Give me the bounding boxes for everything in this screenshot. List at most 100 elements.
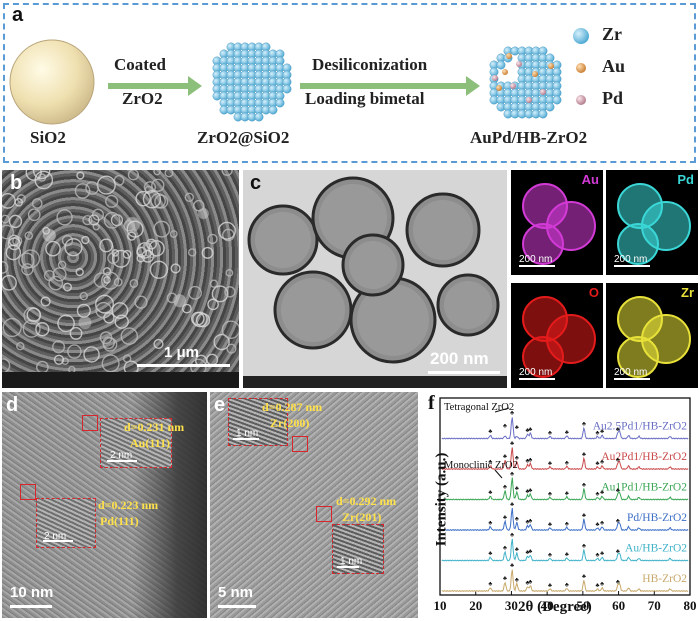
eds-map-zr: Zr 200 nm [606, 283, 698, 388]
stage1-label: SiO2 [30, 128, 66, 147]
xrd-peak-marker: ♣ [488, 521, 492, 527]
xrd-series-label: Au1Pd1/HB-ZrO2 [601, 482, 687, 494]
panel-b-scale-text: 1 μm [164, 344, 200, 361]
x-tick-label: 50 [576, 598, 589, 613]
x-tick-label: 70 [648, 598, 661, 613]
xrd-peak-marker: ♣ [503, 485, 507, 491]
xrd-series-label: HB-ZrO2 [642, 573, 687, 585]
panel-d-fringe-1-plane: Au(111) [130, 436, 171, 450]
sio2-sphere [9, 39, 95, 125]
panel-a [3, 3, 696, 163]
xrd-peak-marker: ♣ [528, 427, 532, 433]
xrd-peak-marker: ♣ [582, 452, 586, 458]
xrd-series-label: Pd/HB-ZrO2 [627, 512, 687, 524]
xrd-peak-marker: ♣ [515, 577, 519, 583]
xrd-peak-marker: ♣ [503, 424, 507, 430]
xrd-peak-marker: ♣ [596, 552, 600, 558]
xrd-series-label: Au2.5Pd1/HB-ZrO2 [593, 421, 687, 433]
panel-b-label: b [10, 172, 23, 194]
xrd-peak-marker: ♣ [503, 546, 507, 552]
panel-e-inset-2 [332, 524, 384, 574]
xrd-peak-marker: ♣ [596, 583, 600, 589]
panel-d-select-box-2 [20, 484, 36, 500]
xrd-series-label: Au2Pd1/HB-ZrO2 [601, 451, 687, 463]
au-legend-icon [576, 63, 586, 73]
xrd-peak-marker: ♣ [616, 427, 620, 433]
xrd-peak-marker: ♣ [616, 458, 620, 464]
sem-info-bar [2, 372, 239, 388]
eds-map-scale-bar [614, 378, 650, 380]
xrd-peak-marker: ♣ [510, 502, 514, 508]
xrd-peak-marker: ♣ [600, 551, 604, 557]
arrow-1 [108, 76, 202, 96]
xrd-peak-marker: ♣ [526, 550, 530, 556]
stage3-label: AuPd/HB-ZrO2 [470, 128, 588, 147]
xrd-series-line [441, 507, 689, 532]
xrd-peak-marker: ♣ [488, 551, 492, 557]
xrd-peak-marker: ♣ [515, 455, 519, 461]
xrd-annotation-monoclinic: Monoclinic ZrO2 [444, 460, 518, 471]
xrd-peak-marker: ♣ [526, 428, 530, 434]
xrd-peak-marker: ♣ [528, 458, 532, 464]
stage2-label: ZrO2@SiO2 [197, 128, 290, 147]
xrd-peak-marker: ♣ [510, 472, 514, 478]
panel-e-fringe-1-d: d=0.287 nm [262, 400, 323, 414]
eds-map-scale-text: 200 nm [519, 254, 553, 265]
xrd-peak-marker: ♣ [503, 576, 507, 582]
panel-b-sem-image [2, 170, 239, 388]
xrd-peak-marker: ♣ [596, 430, 600, 436]
xrd-peak-marker: ♣ [526, 581, 530, 587]
xrd-peak-marker: ♣ [515, 425, 519, 431]
xrd-peak-marker: ♣ [596, 491, 600, 497]
eds-map-element-label: Au [581, 172, 599, 187]
arrow2-bottom-label: Loading bimetal [305, 89, 425, 108]
eds-map-element-label: O [588, 285, 599, 300]
xrd-peak-marker: ♣ [600, 429, 604, 435]
xrd-peak-marker: ♣ [515, 516, 519, 522]
panel-e-inset-1 [228, 398, 288, 446]
legend-au-label: Au [602, 56, 626, 76]
eds-map-au: Au 200 nm [511, 170, 603, 275]
xrd-peak-marker: ♣ [526, 520, 530, 526]
legend-zr-label: Zr [602, 24, 622, 44]
xrd-peak-marker: ♣ [600, 490, 604, 496]
eds-map-scale-bar [614, 265, 650, 267]
xrd-peak-marker: ♣ [510, 563, 514, 569]
xrd-peak-marker: ♣ [503, 454, 507, 460]
xrd-series-line [441, 569, 689, 593]
panel-e-fringe-2-plane: Zr(201) [342, 510, 382, 524]
xrd-peak-marker: ♣ [528, 519, 532, 525]
panel-d-fringe-1-d: d=0.231 nm [124, 420, 185, 434]
xrd-peak-marker: ♣ [600, 582, 604, 588]
panel-d-inset-1 [100, 418, 172, 468]
panel-c-scale-text: 200 nm [430, 349, 489, 368]
xrd-series-label: Au/HB-ZrO2 [625, 543, 687, 555]
arrow1-bottom-label: ZrO2 [122, 89, 163, 108]
x-tick-label: 40 [541, 598, 554, 613]
panel-d-select-box-1 [82, 415, 98, 431]
x-tick-label: 80 [684, 598, 697, 613]
xrd-peak-marker: ♣ [515, 547, 519, 553]
panel-b-scale-bar [137, 364, 230, 367]
xrd-peak-marker: ♣ [565, 521, 569, 527]
panel-e-fringe-1-plane: Zr(200) [270, 416, 310, 430]
xrd-peak-marker: ♣ [526, 459, 530, 465]
xrd-peak-marker: ♣ [488, 490, 492, 496]
xrd-peak-marker: ♣ [488, 429, 492, 435]
eds-map-scale-bar [519, 378, 555, 380]
xrd-peak-marker: ♣ [600, 521, 604, 527]
panel-c-tem-image [243, 170, 507, 388]
eds-map-scale-text: 200 nm [519, 367, 553, 378]
zro2-sio2-sphere [212, 42, 292, 122]
xrd-peak-marker: ♣ [616, 580, 620, 586]
xrd-peak-marker: ♣ [600, 460, 604, 466]
xrd-peak-marker: ♣ [596, 461, 600, 467]
x-tick-label: 30 [505, 598, 518, 613]
xrd-peak-marker: ♣ [548, 430, 552, 436]
xrd-peak-marker: ♣ [488, 582, 492, 588]
arrow1-top-label: Coated [114, 55, 166, 74]
xrd-peak-marker: ♣ [548, 583, 552, 589]
arrow2-top-label: Desiliconization [312, 55, 428, 74]
panel-e-scale-bar [218, 605, 256, 608]
